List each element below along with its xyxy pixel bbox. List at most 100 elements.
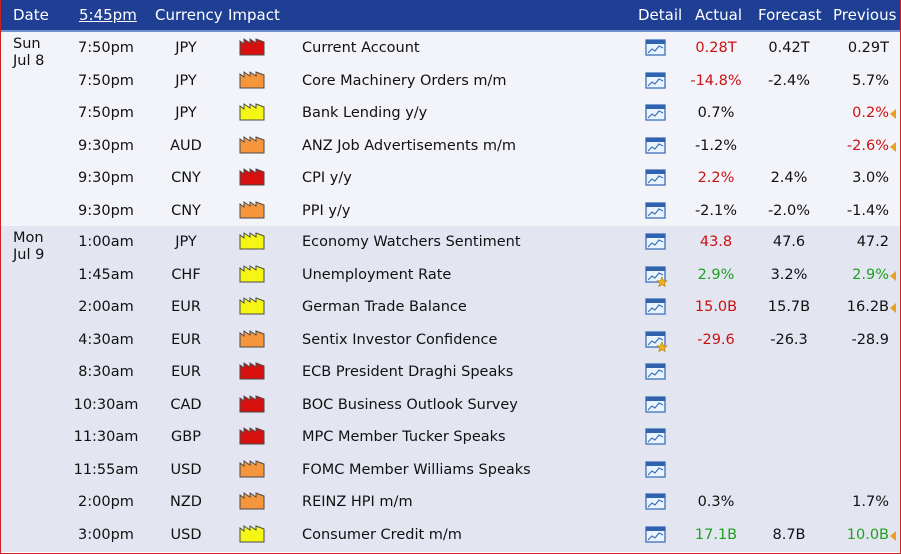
event-title: Economy Watchers Sentiment [302, 226, 632, 259]
event-currency: JPY [151, 97, 221, 130]
event-row[interactable]: 2:00am EUR German Trade Balance 15.0B 15.7B 1… [1, 291, 900, 324]
event-title: FOMC Member Williams Speaks [302, 454, 632, 487]
chart-icon[interactable] [644, 297, 670, 319]
event-row[interactable]: 7:50pm JPY Core Machinery Orders m/m -14.8%… [1, 65, 900, 98]
event-previous [825, 421, 889, 454]
event-forecast: -2.4% [753, 65, 825, 98]
event-row[interactable]: 9:30pm CNY CPI y/y 2.2% 2.4% 3.0% [1, 162, 900, 195]
event-row[interactable]: 11:30am GBP MPC Member Tucker Speaks [1, 421, 900, 454]
event-time: 9:30pm [61, 162, 151, 195]
chart-icon[interactable] [644, 460, 670, 482]
impact-medium-icon [239, 201, 265, 219]
impact-medium-icon [239, 71, 265, 89]
header-date[interactable]: Date [13, 0, 49, 30]
header-actual[interactable]: Actual [695, 0, 742, 30]
event-currency: CAD [151, 389, 221, 422]
event-time: 2:00am [61, 291, 151, 324]
event-previous: 0.2% [825, 97, 889, 130]
event-actual: 15.0B [681, 291, 751, 324]
event-time: 7:50pm [61, 32, 151, 65]
event-actual: -29.6 [681, 324, 751, 357]
event-previous [825, 389, 889, 422]
event-currency: USD [151, 519, 221, 552]
chart-icon[interactable] [644, 492, 670, 514]
revision-flag-icon[interactable] [890, 531, 896, 541]
chart-star-icon[interactable] [644, 330, 670, 352]
impact-medium-icon [239, 492, 265, 510]
event-row[interactable]: 8:30am EUR ECB President Draghi Speaks [1, 356, 900, 389]
revision-flag-icon[interactable] [890, 303, 896, 313]
event-currency: AUD [151, 130, 221, 163]
event-row[interactable]: 7:50pm JPY Bank Lending y/y 0.7% 0.2% [1, 97, 900, 130]
revision-flag-icon[interactable] [890, 142, 896, 152]
event-previous: -1.4% [825, 195, 889, 228]
event-actual: -1.2% [681, 130, 751, 163]
chart-star-icon[interactable] [644, 265, 670, 287]
event-title: Current Account [302, 32, 632, 65]
chart-icon[interactable] [644, 136, 670, 158]
event-forecast [753, 130, 825, 163]
event-row[interactable]: 4:30am EUR Sentix Investor Confidence -29.6… [1, 324, 900, 357]
event-previous [825, 454, 889, 487]
event-actual: -2.1% [681, 195, 751, 228]
day-block: Mon Jul 9 1:00am JPY Economy Watchers Sent… [1, 226, 900, 552]
event-currency: JPY [151, 226, 221, 259]
event-actual [681, 389, 751, 422]
event-title: ANZ Job Advertisements m/m [302, 130, 632, 163]
event-row[interactable]: 11:55am USD FOMC Member Williams Speaks [1, 454, 900, 487]
event-title: German Trade Balance [302, 291, 632, 324]
impact-high-icon [239, 427, 265, 445]
chart-icon[interactable] [644, 362, 670, 384]
event-time: 9:30pm [61, 195, 151, 228]
chart-icon[interactable] [644, 103, 670, 125]
chart-icon[interactable] [644, 71, 670, 93]
event-row[interactable]: 9:30pm AUD ANZ Job Advertisements m/m -1.2%… [1, 130, 900, 163]
chart-icon[interactable] [644, 395, 670, 417]
event-currency: EUR [151, 324, 221, 357]
event-row[interactable]: 1:00am JPY Economy Watchers Sentiment 43.8 4… [1, 226, 900, 259]
header-detail[interactable]: Detail [638, 0, 682, 30]
event-time: 8:30am [61, 356, 151, 389]
event-row[interactable]: 1:45am CHF Unemployment Rate 2.9% 3.2% 2.9% [1, 259, 900, 292]
event-forecast: -26.3 [753, 324, 825, 357]
impact-high-icon [239, 168, 265, 186]
event-forecast [753, 421, 825, 454]
chart-icon[interactable] [644, 168, 670, 190]
event-row[interactable]: 3:00pm USD Consumer Credit m/m 17.1B 8.7B 10.… [1, 519, 900, 552]
header-time-link[interactable]: 5:45pm [79, 0, 137, 30]
chart-icon[interactable] [644, 427, 670, 449]
header-forecast[interactable]: Forecast [758, 0, 821, 30]
event-time: 4:30am [61, 324, 151, 357]
event-row[interactable]: 9:30pm CNY PPI y/y -2.1% -2.0% -1.4% [1, 195, 900, 228]
impact-medium-icon [239, 136, 265, 154]
impact-low-icon [239, 265, 265, 283]
chart-icon[interactable] [644, 525, 670, 547]
header-currency[interactable]: Currency [155, 0, 223, 30]
event-actual [681, 454, 751, 487]
event-title: Sentix Investor Confidence [302, 324, 632, 357]
event-previous: -2.6% [825, 130, 889, 163]
event-currency: CHF [151, 259, 221, 292]
event-row[interactable]: 2:00pm NZD REINZ HPI m/m 0.3% 1.7% [1, 486, 900, 519]
event-currency: CNY [151, 162, 221, 195]
event-currency: USD [151, 454, 221, 487]
header-previous[interactable]: Previous [833, 0, 896, 30]
revision-flag-icon[interactable] [890, 271, 896, 281]
impact-high-icon [239, 362, 265, 380]
event-forecast [753, 389, 825, 422]
event-currency: JPY [151, 65, 221, 98]
event-row[interactable]: 7:50pm JPY Current Account 0.28T 0.42T 0.29T [1, 32, 900, 65]
event-forecast: 15.7B [753, 291, 825, 324]
event-row[interactable]: 10:30am CAD BOC Business Outlook Survey [1, 389, 900, 422]
economic-calendar: Date 5:45pm Currency Impact Detail Actua… [0, 0, 901, 554]
event-forecast: 2.4% [753, 162, 825, 195]
chart-icon[interactable] [644, 201, 670, 223]
header-impact[interactable]: Impact [228, 0, 280, 30]
calendar-header: Date 5:45pm Currency Impact Detail Actua… [1, 0, 900, 32]
revision-flag-icon[interactable] [890, 109, 896, 119]
chart-icon[interactable] [644, 38, 670, 60]
event-time: 11:55am [61, 454, 151, 487]
impact-low-icon [239, 103, 265, 121]
chart-icon[interactable] [644, 232, 670, 254]
impact-low-icon [239, 297, 265, 315]
